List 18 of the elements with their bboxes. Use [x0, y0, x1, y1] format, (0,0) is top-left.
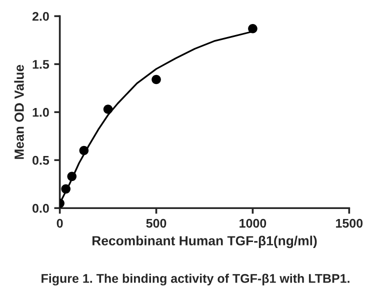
y-tick-label: 1.0	[32, 108, 49, 117]
point	[152, 74, 161, 84]
point	[79, 146, 89, 156]
caption: Figure 1. The binding activity of TGF-β1 with LTBP1.	[42, 274, 350, 286]
y-tick-label: 2.0	[32, 12, 49, 21]
x-tick-label: 1500	[336, 218, 363, 228]
y-tick-label: 0.0	[32, 204, 49, 213]
point	[103, 104, 113, 114]
x-tick-label: 1000	[240, 218, 266, 228]
x-axis-title: Recombinant Human TGF-β1(ng/ml)	[92, 236, 317, 248]
x-tick-label: 500	[146, 218, 166, 228]
x-tick-label: 0	[56, 218, 63, 228]
point	[248, 24, 258, 34]
y-tick-label: 1.5	[32, 60, 50, 69]
y-axis-title: Mean OD Value	[14, 64, 24, 159]
y-tick-label: 0.5	[32, 156, 50, 165]
point	[67, 172, 77, 182]
point	[61, 184, 71, 194]
